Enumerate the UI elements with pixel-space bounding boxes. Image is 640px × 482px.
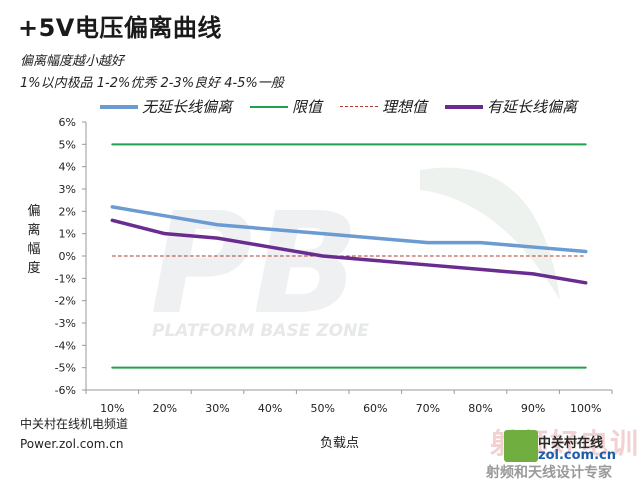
x-tick-label: 70% xyxy=(416,402,440,415)
chart-title: +5V电压偏离曲线 xyxy=(18,14,222,42)
legend-swatch xyxy=(340,106,379,107)
series-line-4 xyxy=(110,218,588,285)
x-tick-label: 90% xyxy=(521,402,545,415)
legend-swatch xyxy=(100,104,138,109)
grading-note: 1%以内极品 1-2%优秀 2-3%良好 4-5%一般 xyxy=(20,76,284,91)
y-tick-label: 6% xyxy=(59,116,76,129)
y-tick-label: 1% xyxy=(59,228,76,241)
legend-label: 有延长线偏离 xyxy=(487,98,578,116)
watermark-sub: PLATFORM BASE ZONE xyxy=(152,321,369,341)
legend-label: 理想值 xyxy=(382,98,428,116)
legend-label: 无延长线偏离 xyxy=(142,98,233,116)
legend-entry-0: 无延长线偏离 xyxy=(100,96,232,117)
legend-swatch xyxy=(445,104,484,109)
legend-label: 限值 xyxy=(292,98,323,116)
axes: 6% 5% 4% 3% 2% 1% 0% -1% -2% -3% -4% -5% -6% 10% 20% 30… xyxy=(55,116,613,415)
watermark: PB PLATFORM BASE ZONE xyxy=(150,167,560,346)
legend-entry-1: 限值 xyxy=(250,96,322,117)
series-group xyxy=(110,143,588,369)
y-tick-label: 0% xyxy=(59,250,76,263)
legend-entry-2: 理想值 xyxy=(340,96,427,117)
x-tick-label: 30% xyxy=(205,402,229,415)
watermark-main: PB xyxy=(150,183,359,346)
watermark-swoosh xyxy=(420,167,560,300)
logo-line-1: 中关村在线 xyxy=(538,436,604,451)
logo-line-3: 射频和天线设计专家 xyxy=(486,465,612,481)
x-tick-label: 10% xyxy=(100,402,124,415)
y-tick-label: 3% xyxy=(59,183,76,196)
y-tick-label: -2% xyxy=(55,295,76,308)
x-axis-label: 负载点 xyxy=(320,436,360,451)
y-tick-label: -4% xyxy=(55,339,76,352)
x-tick-label: 20% xyxy=(153,402,177,415)
y-tick-label: 4% xyxy=(59,161,76,174)
source-line-1: 中关村在线机电频道 xyxy=(20,417,129,431)
y-tick-label: -6% xyxy=(55,384,76,397)
x-tick-label: 60% xyxy=(363,402,387,415)
y-tick-label: 2% xyxy=(59,205,76,218)
logo-line-2: zol.com.cn xyxy=(538,448,616,463)
legend-entry-3: 有延长线偏离 xyxy=(445,96,577,117)
x-tick-label: 80% xyxy=(468,402,492,415)
x-tick-label: 100% xyxy=(570,402,601,415)
series-line-0 xyxy=(110,205,588,254)
zol-logo: 射频好电训 中关村在线 zol.com.cn 射频和天线设计专家 xyxy=(486,424,640,481)
y-tick-label: -3% xyxy=(55,317,76,330)
y-tick-label: 5% xyxy=(59,138,76,151)
logo-square xyxy=(504,430,538,462)
y-tick-label: -5% xyxy=(55,362,76,375)
legend: 无延长线偏离 限值 理想值 有延长线偏离 xyxy=(100,96,595,117)
y-axis-label: 偏离幅度 xyxy=(27,204,41,276)
x-tick-label: 50% xyxy=(310,402,334,415)
y-tick-label: -1% xyxy=(55,272,76,285)
x-tick-label: 40% xyxy=(258,402,282,415)
legend-swatch xyxy=(250,105,289,108)
source-line-2: Power.zol.com.cn xyxy=(20,437,124,451)
chart-subtitle: 偏离幅度越小越好 xyxy=(20,54,125,69)
